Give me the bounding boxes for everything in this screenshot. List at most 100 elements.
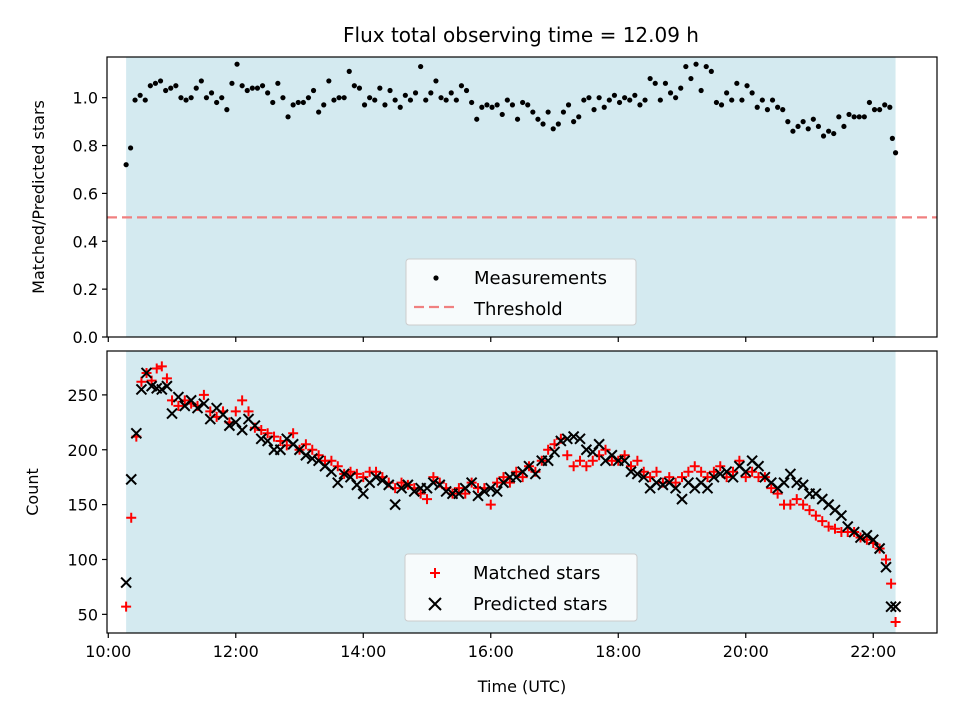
measurement-point (729, 97, 735, 103)
measurement-point (157, 78, 164, 84)
matched-point (890, 617, 901, 628)
measurement-point (667, 90, 674, 96)
measurement-point (871, 107, 878, 113)
y-tick-label: 100 (67, 550, 98, 569)
matched-point (288, 428, 299, 439)
measurement-point (397, 104, 403, 110)
predicted-point (740, 465, 752, 478)
measurement-point (698, 87, 704, 94)
predicted-point (472, 490, 484, 502)
predicted-point (370, 471, 382, 483)
matched-point (772, 488, 783, 499)
matched-point (626, 461, 637, 472)
legend-label: Threshold (473, 299, 563, 320)
matched-point (581, 461, 592, 472)
measurement-point (367, 95, 373, 101)
predicted-point (465, 476, 478, 489)
measurement-point (606, 97, 612, 103)
measurement-point (887, 104, 893, 110)
predicted-point (561, 433, 573, 445)
predicted-point (752, 460, 765, 472)
measurement-point (652, 80, 658, 86)
predicted-point (873, 542, 886, 555)
predicted-point (395, 482, 408, 494)
predicted-point (389, 498, 401, 511)
y-tick-label: 150 (67, 496, 98, 515)
axes-frame (106, 56, 938, 338)
predicted-point (708, 471, 720, 483)
matched-point (575, 455, 586, 466)
matched-point (156, 361, 167, 372)
matched-point (804, 505, 815, 516)
measurement-point (123, 162, 129, 168)
predicted-point (555, 435, 567, 447)
matched-point (632, 455, 643, 466)
matched-point (126, 512, 137, 523)
measurement-point (331, 97, 337, 103)
legend-predicted-swatch (428, 597, 442, 611)
measurement-point (239, 83, 245, 89)
predicted-point (338, 468, 350, 480)
measurement-point (219, 95, 225, 101)
measurement-point (208, 90, 215, 96)
y-tick-label: 0.0 (73, 328, 98, 347)
measurement-point (780, 107, 786, 113)
measurement-point (372, 97, 378, 103)
measurement-point (474, 116, 480, 122)
measurement-point (438, 95, 444, 101)
predicted-point (491, 485, 503, 498)
x-tick-label: 12:00 (213, 642, 259, 661)
matched-point (664, 472, 675, 483)
measurement-point (310, 87, 317, 94)
measurement-point (632, 92, 638, 98)
predicted-point (529, 468, 542, 480)
measurement-point (341, 95, 347, 101)
matched-point (810, 510, 821, 521)
matched-point (791, 494, 802, 505)
measurement-point (326, 78, 332, 84)
matched-point (517, 472, 528, 483)
measurement-point (188, 95, 194, 101)
measurement-point (754, 104, 760, 110)
measurement-point (662, 80, 669, 86)
measurement-point (229, 80, 235, 86)
measurement-point (601, 104, 607, 110)
matched-point (747, 466, 758, 477)
count-panel: 50 100 150 200 250 10:00 12:00 14:00 16:00 18:00 2… (23, 350, 938, 696)
measurement-point (168, 85, 174, 91)
measurement-point (530, 109, 536, 115)
y-axis-label: Count (23, 468, 42, 516)
measurement-point (270, 99, 276, 106)
measurement-point (622, 95, 628, 101)
measurement-point (535, 116, 541, 122)
predicted-point (542, 455, 554, 467)
measurement-point (504, 97, 510, 103)
predicted-point (885, 600, 897, 613)
matched-point (702, 472, 713, 483)
predicted-point (191, 402, 204, 414)
measurement-point (826, 128, 832, 134)
measurement-point (627, 97, 633, 103)
series-x-1 (120, 367, 902, 613)
measurement-point (683, 63, 689, 70)
measurement-point (280, 95, 286, 101)
predicted-point (204, 413, 216, 425)
legend-label: Matched stars (473, 563, 600, 584)
predicted-point (727, 471, 739, 483)
matched-point (766, 483, 777, 494)
predicted-point (478, 485, 491, 498)
measurement-point (214, 99, 220, 106)
measurement-point (458, 83, 465, 89)
measurement-point (749, 90, 755, 96)
matched-point (881, 554, 892, 565)
matched-point (830, 523, 841, 534)
measurement-point (351, 83, 357, 89)
measurement-point (810, 116, 816, 122)
matched-point (798, 499, 809, 510)
matched-point (740, 472, 751, 483)
y-tick-label: 0.8 (73, 137, 98, 156)
matched-point (161, 373, 172, 384)
legend-label: Predicted stars (473, 594, 607, 615)
matched-point (728, 466, 739, 477)
